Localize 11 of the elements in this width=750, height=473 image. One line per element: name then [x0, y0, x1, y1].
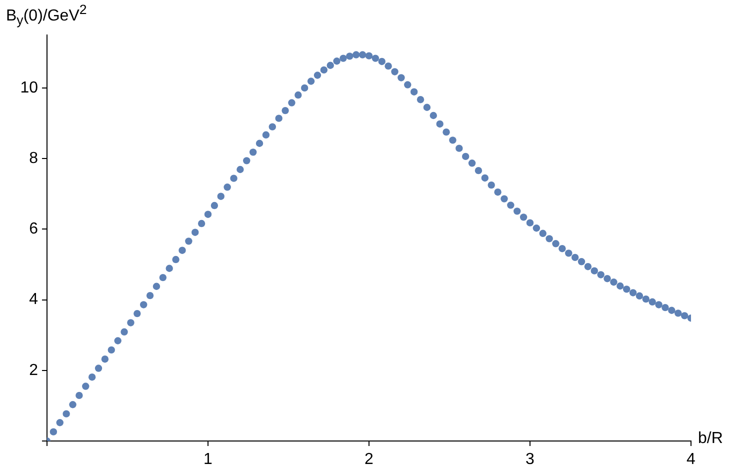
y-tick-label: 10: [20, 79, 38, 96]
x-tick-label: 3: [526, 451, 535, 468]
x-tick-label: 1: [204, 451, 213, 468]
y-tick-label: 4: [29, 291, 38, 308]
y-tick-label: 8: [29, 150, 38, 167]
x-tick-label: 4: [686, 451, 696, 468]
y-axis-title: B$_{y}$(0)/GeV$^{2}$: [6, 2, 87, 28]
y-tick-label: 6: [29, 220, 38, 238]
x-tick-label: 2: [364, 451, 374, 468]
y-tick-label: 2: [29, 362, 38, 379]
x-axis-title: b/R: [698, 430, 723, 448]
